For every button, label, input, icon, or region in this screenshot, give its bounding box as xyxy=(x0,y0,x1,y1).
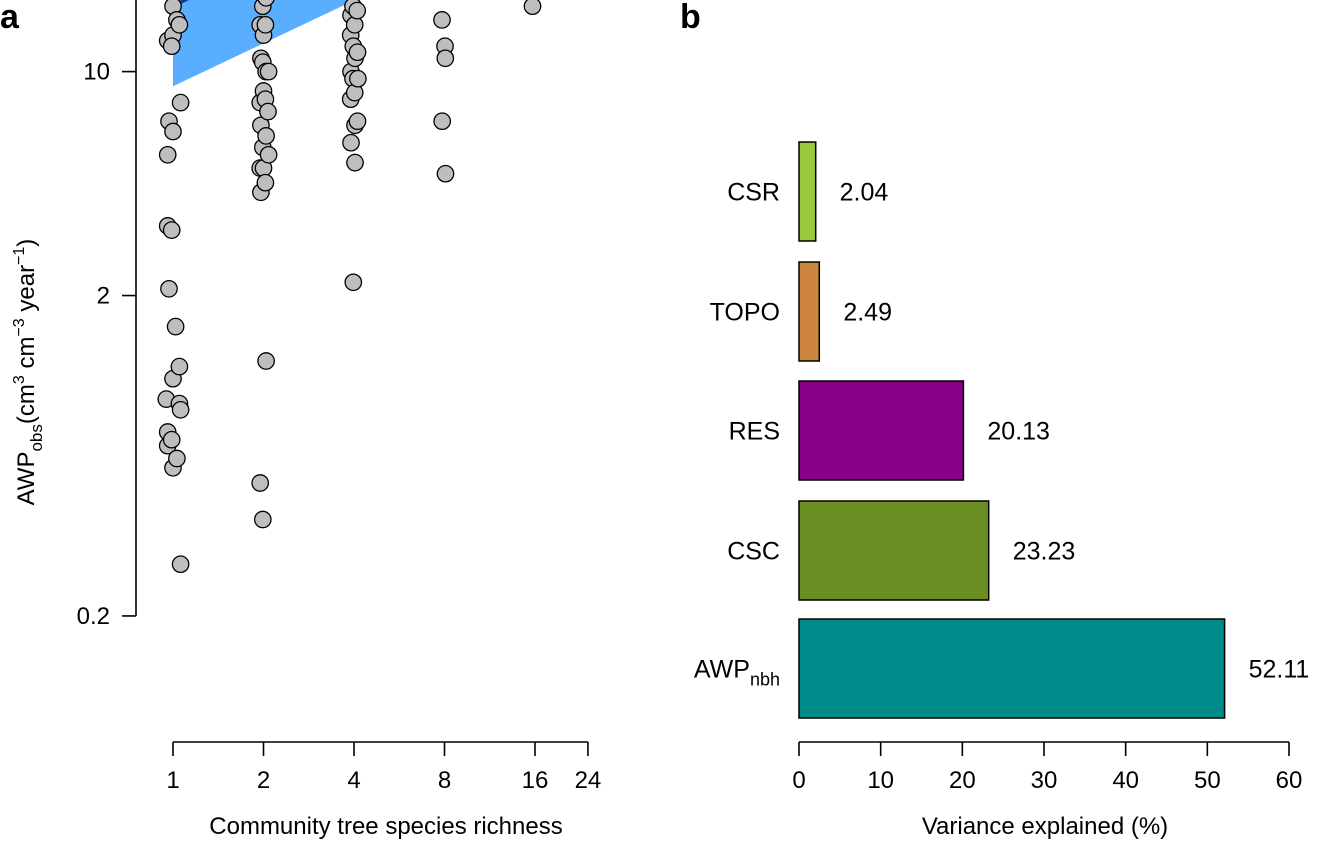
panel-a-letter: a xyxy=(0,0,20,36)
b-category-label: CSR xyxy=(727,179,780,207)
b-x-ticks: 0 10 20 30 40 50 60 xyxy=(792,742,1302,794)
a-ylabel-u0: (cm xyxy=(13,384,40,424)
b-bar-res xyxy=(798,380,965,481)
a-data-point xyxy=(436,49,455,68)
a-ylabel-main: AWP xyxy=(13,452,40,506)
b-x-tick-label: 20 xyxy=(949,767,976,794)
a-ylabel-sub: obs xyxy=(27,424,46,451)
panel-b-letter: b xyxy=(680,0,701,36)
b-value-label: 2.49 xyxy=(843,299,892,327)
a-data-point xyxy=(162,221,181,239)
a-data-point xyxy=(171,400,190,419)
a-y-ticks: 0.221050200800 xyxy=(77,59,136,630)
a-data-point xyxy=(170,15,189,34)
a-data-point xyxy=(436,164,455,183)
b-value-label: 23.23 xyxy=(1013,538,1076,566)
b-bar-csc xyxy=(798,500,990,601)
a-data-point xyxy=(256,173,275,192)
a-ylabel-u6: ) xyxy=(13,239,40,247)
b-category-label: CSC xyxy=(727,538,780,566)
a-data-point xyxy=(433,11,451,29)
a-data-point xyxy=(171,555,190,574)
a-x-tick-label: 2 xyxy=(257,767,270,794)
a-data-point xyxy=(257,352,275,370)
a-data-point xyxy=(168,449,186,468)
a-data-point xyxy=(251,474,270,492)
a-data-point xyxy=(257,0,275,7)
a-data-point xyxy=(160,279,178,298)
b-bar-csr xyxy=(798,141,817,242)
a-ci-band-group xyxy=(173,0,355,87)
a-ylabel-u2: cm xyxy=(13,337,40,376)
a-data-point xyxy=(158,145,177,164)
b-axes: 0 10 20 30 40 50 60 xyxy=(792,741,1302,794)
a-data-point xyxy=(162,37,181,56)
b-x-tick-label: 50 xyxy=(1194,767,1221,794)
a-data-point xyxy=(348,1,367,20)
a-data-point xyxy=(349,69,367,88)
a-x-tick-label: 1 xyxy=(166,767,179,794)
a-x-tick-label: 4 xyxy=(347,767,360,794)
a-data-point xyxy=(166,317,185,336)
a-points-group xyxy=(157,0,542,574)
a-data-point xyxy=(348,43,367,62)
a-ylabel-u1: 3 xyxy=(11,375,28,384)
svg-text:AWPobs(cm3 cm−3 year−1): AWPobs(cm3 cm−3 year−1) xyxy=(11,239,46,506)
a-x-ticks: 1 2 4 8 16 24 xyxy=(166,742,601,794)
a-y-axis-title: AWPobs(cm3 cm−3 year−1) xyxy=(11,239,46,506)
a-x-tick-label: 24 xyxy=(575,767,602,794)
b-value-label: 20.13 xyxy=(987,418,1050,446)
a-data-point xyxy=(342,133,360,152)
a-data-point xyxy=(171,93,190,112)
a-data-point xyxy=(256,15,275,34)
b-x-tick-label: 40 xyxy=(1112,767,1139,794)
a-data-point xyxy=(523,0,542,16)
a-ci-band xyxy=(173,0,355,87)
b-bar-topo xyxy=(798,261,821,362)
a-data-point xyxy=(433,112,452,131)
b-x-tick-label: 60 xyxy=(1276,767,1303,794)
a-data-point xyxy=(344,273,363,292)
a-data-point xyxy=(259,102,277,121)
a-data-point xyxy=(170,357,189,376)
b-bars-group: CSR 2.04 TOPO 2.49 RES 20.13 CSC 23.23 AWPnbh 52.… xyxy=(694,141,1310,719)
b-category-label: RES xyxy=(729,418,780,446)
b-category-label: AWPnbh xyxy=(694,656,780,690)
a-y-tick-label: 0.2 xyxy=(77,603,110,630)
a-ylabel-u4: year xyxy=(13,265,40,318)
b-x-axis-title: Variance explained (%) xyxy=(922,813,1168,840)
b-x-tick-label: 30 xyxy=(1031,767,1058,794)
a-data-point xyxy=(259,145,278,164)
a-ylabel-u5: −1 xyxy=(11,247,28,265)
a-data-point xyxy=(348,112,367,131)
a-data-point xyxy=(162,430,181,449)
a-x-tick-label: 16 xyxy=(522,767,549,794)
a-y-tick-label: 2 xyxy=(97,283,110,310)
panel-b: b CSR 2.04 TOPO 2.49 RES 20.13 CSC 23.23 AWPnbh 5… xyxy=(680,0,1309,840)
b-value-label: 52.11 xyxy=(1249,656,1310,684)
a-data-point xyxy=(164,122,182,141)
b-x-tick-label: 0 xyxy=(792,767,805,794)
a-data-point xyxy=(259,62,278,81)
a-data-point xyxy=(253,510,272,529)
b-value-label: 2.04 xyxy=(840,179,889,207)
b-bar-awp xyxy=(798,618,1226,719)
a-data-point xyxy=(346,153,364,172)
a-ylabel-u3: −3 xyxy=(11,318,28,336)
a-x-axis-title: Community tree species richness xyxy=(209,813,562,840)
a-y-tick-label: 10 xyxy=(83,59,110,86)
a-x-tick-label: 8 xyxy=(438,767,451,794)
a-data-point xyxy=(257,127,275,145)
b-category-label: TOPO xyxy=(710,299,780,327)
b-x-tick-label: 10 xyxy=(867,767,894,794)
